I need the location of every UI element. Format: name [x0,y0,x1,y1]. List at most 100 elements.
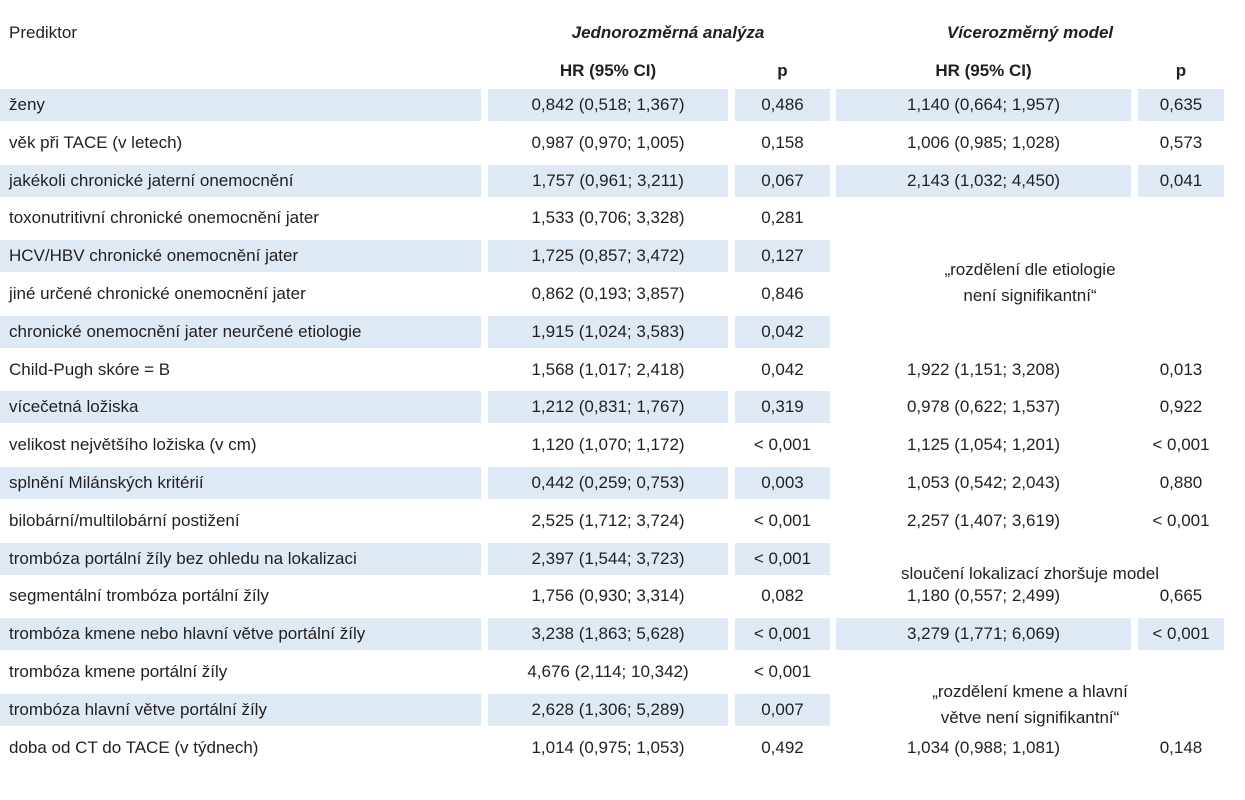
cell-multi-hr: 3,279 (1,771; 6,069) [906,624,1061,644]
row-bg-predictor [0,542,481,575]
cell-multi-hr: 1,034 (0,988; 1,081) [906,737,1061,757]
note-etiology: „rozdělení dle etiologie není signifikan… [944,260,1116,305]
table-row: toxonutritivní chronické onemocnění jate… [0,202,1245,234]
cell-multi-hr: 1,125 (1,054; 1,201) [906,435,1061,455]
row-bg-uni-p [735,89,830,121]
cell-multi-hr: 2,143 (1,032; 4,450) [906,170,1061,190]
row-bg-multi-hr [836,164,1131,197]
table-row: trombóza kmene nebo hlavní větve portáln… [0,618,1245,651]
cell-predictor: HCV/HBV chronické onemocnění jater [9,246,299,266]
table-row: ženy 0,842 (0,518; 1,367) 0,486 1,140 (0,66… [0,89,1245,121]
cell-uni-hr: 1,014 (0,975; 1,053) [531,737,685,757]
cell-predictor: trombóza hlavní větve portální žíly [9,699,267,719]
cell-multi-hr [836,202,1131,234]
cell-predictor: chronické onemocnění jater neurčené etio… [9,321,362,341]
row-bg-multi-hr [836,618,1131,651]
header-multi-p: p [1175,61,1187,80]
cell-multi-p: 0,922 [1159,397,1203,417]
cell-multi-p: 0,665 [1159,586,1203,606]
cell-multi-hr: 1,140 (0,664; 1,957) [906,95,1061,114]
header-predictor: Prediktor [9,23,78,42]
cell-uni-p: 0,158 [761,132,804,152]
row-bg-uni-hr [488,618,728,651]
cell-uni-hr: 1,533 (0,706; 3,328) [531,208,685,228]
row-bg-uni-hr [488,391,728,424]
row-bg-uni-p [735,542,830,575]
note-merge: sloučení lokalizací zhoršuje model [901,564,1159,583]
row-bg-uni-hr [488,467,728,499]
row-bg-multi-p [1138,164,1224,197]
cell-uni-p: 0,042 [761,321,804,341]
cell-uni-hr: 0,842 (0,518; 1,367) [531,95,685,114]
row-bg-predictor [0,693,481,726]
cell-uni-hr: 2,397 (1,544; 3,723) [531,548,685,568]
header-uni-hr: HR (95% CI) [559,61,657,80]
row-bg-predictor [0,315,481,348]
table-row: trombóza hlavní větve portální žíly 2,628… [0,693,1245,726]
row-bg-multi-hr [836,89,1131,121]
row-bg-predictor [0,391,481,424]
cell-multi-hr: 1,180 (0,557; 2,499) [906,586,1061,606]
header-univariate-group: Jednorozměrná analýza [571,23,765,42]
cell-predictor: jakékoli chronické jaterní onemocnění [9,170,294,190]
cell-uni-p: < 0,001 [753,435,812,455]
cell-uni-p: 0,319 [761,397,804,417]
cell-predictor: splnění Milánských kritérií [9,473,204,492]
cell-multi-p [1138,202,1224,234]
table-row: chronické onemocnění jater neurčené etio… [0,315,1245,348]
cell-uni-p: 0,127 [761,246,804,266]
cell-multi-p: < 0,001 [1152,510,1210,530]
table-row: splnění Milánských kritérií 0,442 (0,259;… [0,467,1245,499]
row-bg-uni-hr [488,315,728,348]
row-bg-uni-hr [488,693,728,726]
cell-multi-hr: 2,257 (1,407; 3,619) [906,510,1061,530]
cell-multi-p: 0,041 [1159,170,1203,190]
table-row: bilobární/multilobární postižení 2,525 (1… [0,505,1245,537]
cell-multi-p: 0,013 [1159,359,1203,379]
cell-uni-hr: 3,238 (1,863; 5,628) [531,624,685,644]
cell-uni-hr: 4,676 (2,114; 10,342) [527,662,689,681]
cell-uni-p: 0,492 [761,737,804,757]
cell-multi-p: 0,573 [1159,132,1203,152]
row-bg-predictor [0,467,481,499]
row-bg-uni-p [735,240,830,273]
cell-predictor: velikost největšího ložiska (v cm) [9,435,257,455]
cell-multi-p: 0,148 [1159,737,1203,757]
cell-predictor: trombóza portální žíly bez ohledu na lok… [9,548,357,568]
row-bg-uni-hr [488,240,728,273]
cell-uni-p: 0,486 [761,95,804,114]
cell-uni-hr: 1,725 (0,857; 3,472) [531,246,685,266]
cell-uni-p: 0,042 [761,359,804,379]
table-row: velikost největšího ložiska (v cm) 1,120 … [0,429,1245,461]
table-row: segmentální trombóza portální žíly 1,756 … [0,580,1245,612]
row-bg-predictor [0,89,481,121]
table-row: vícečetná ložiska 1,212 (0,831; 1,767) 0,3… [0,391,1245,424]
row-bg-uni-p [735,618,830,651]
cell-uni-hr: 0,862 (0,193; 3,857) [531,284,685,303]
cell-multi-p: 0,880 [1159,473,1203,492]
cell-predictor: vícečetná ložiska [9,397,139,417]
cell-multi-hr [836,316,1131,348]
table-row: trombóza kmene portální žíly 4,676 (2,114… [0,656,1245,688]
cell-multi-p: < 0,001 [1152,435,1210,455]
header-multivariate-group: Vícerozměrný model [946,23,1114,42]
header-multi-hr: HR (95% CI) [935,61,1032,80]
cell-uni-p: 0,003 [761,473,804,492]
cell-uni-p: < 0,001 [753,624,812,644]
cell-predictor: věk při TACE (v letech) [9,132,183,152]
cell-multi-hr: 1,922 (1,151; 3,208) [906,359,1061,379]
cell-uni-hr: 1,757 (0,961; 3,211) [532,170,684,190]
cell-predictor: trombóza kmene nebo hlavní větve portáln… [9,624,366,644]
table-row: jakékoli chronické jaterní onemocnění 1,7… [0,164,1245,197]
cell-uni-hr: 1,212 (0,831; 1,767) [531,397,685,417]
row-bg-uni-p [735,391,830,424]
row-bg-uni-p [735,164,830,197]
table-row: doba od CT do TACE (v týdnech) 1,014 (0,9… [0,732,1245,764]
table-row: jiné určené chronické onemocnění jater 0,… [0,278,1245,310]
row-bg-multi-p [1138,618,1224,651]
cell-uni-p: 0,067 [761,170,804,190]
cell-uni-hr: 2,525 (1,712; 3,724) [531,510,685,530]
cell-multi-hr: 0,978 (0,622; 1,537) [906,397,1061,417]
cell-multi-p: < 0,001 [1152,624,1210,644]
table-row: věk při TACE (v letech) 0,987 (0,970; 1,0… [0,127,1245,159]
